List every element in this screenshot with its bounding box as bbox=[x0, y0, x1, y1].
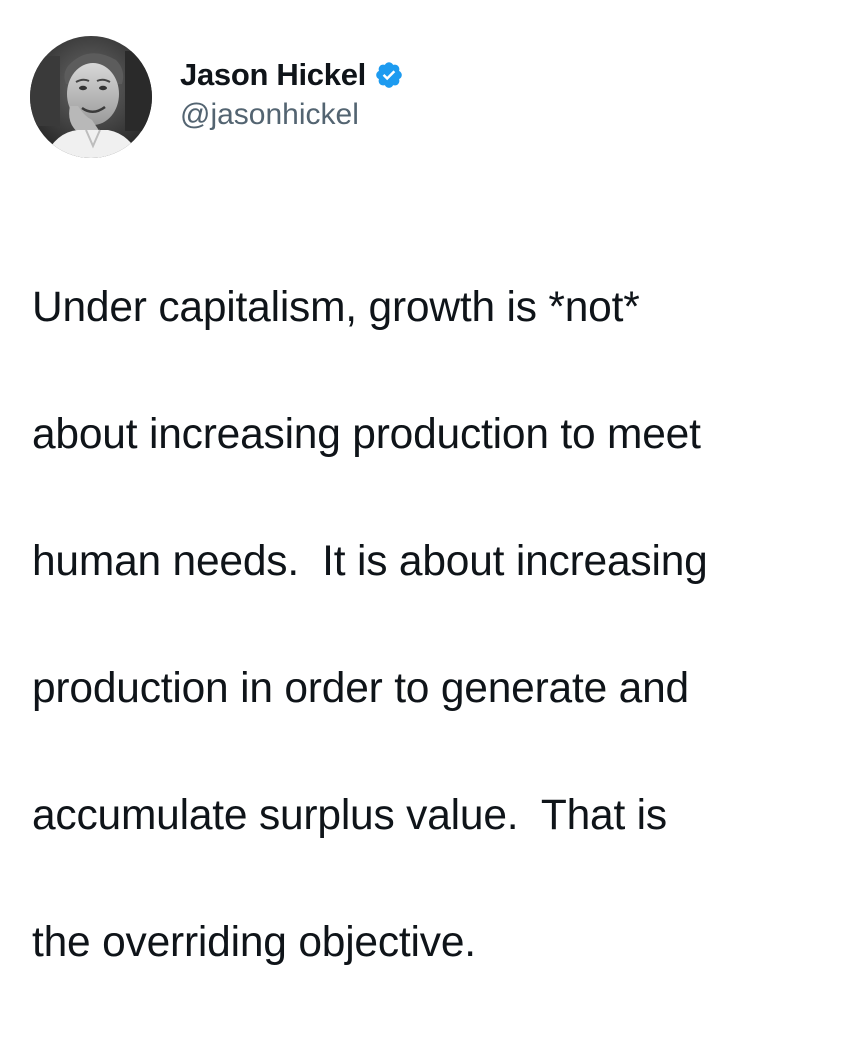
tweet-text-line: accumulate surplus value. That is bbox=[32, 791, 667, 839]
author-name-row: Jason Hickel bbox=[180, 56, 404, 94]
author-display-name[interactable]: Jason Hickel bbox=[180, 57, 366, 92]
verified-badge-icon bbox=[374, 60, 404, 90]
tweet-text-line: production in order to generate and bbox=[32, 664, 689, 712]
tweet-header: Jason Hickel @jasonhickel bbox=[30, 36, 404, 158]
tweet-text: Under capitalism, growth is *not* about … bbox=[32, 212, 852, 1038]
avatar-photo-icon bbox=[30, 36, 152, 158]
author-avatar[interactable] bbox=[30, 36, 152, 158]
tweet-text-line: human needs. It is about increasing bbox=[32, 537, 708, 585]
tweet-text-line: the overriding objective. bbox=[32, 918, 476, 966]
tweet-card: Jason Hickel @jasonhickel Under capitali… bbox=[30, 36, 708, 966]
author-names: Jason Hickel @jasonhickel bbox=[180, 56, 404, 134]
tweet-text-line: Under capitalism, growth is *not* bbox=[32, 283, 640, 331]
author-handle[interactable]: @jasonhickel bbox=[180, 98, 359, 131]
tweet-text-line: about increasing production to meet bbox=[32, 410, 701, 458]
